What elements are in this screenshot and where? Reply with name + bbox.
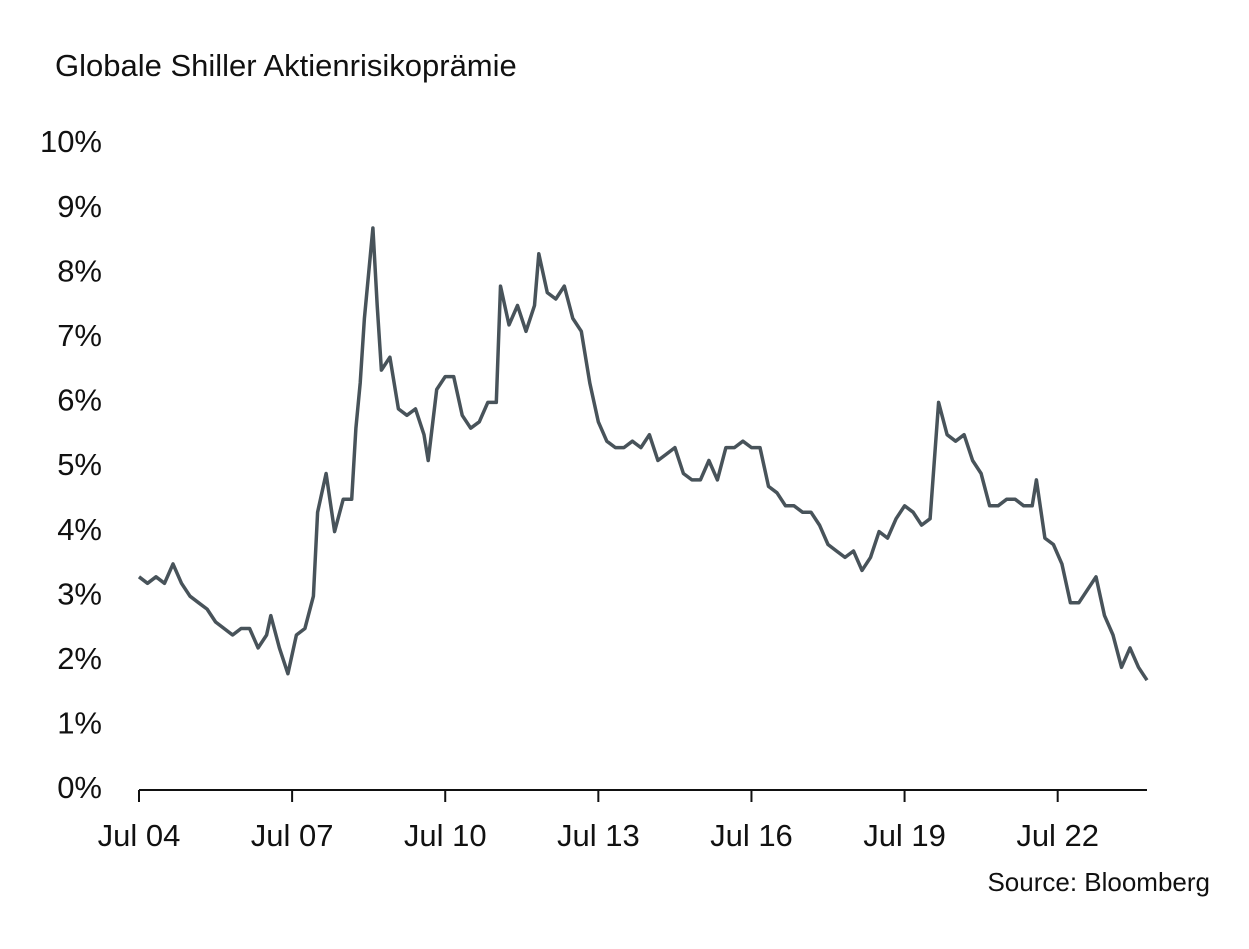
x-tick-label: Jul 10 bbox=[404, 818, 487, 853]
y-tick-label: 8% bbox=[57, 253, 102, 288]
line bbox=[137, 226, 1149, 682]
x-tick-label: Jul 22 bbox=[1016, 818, 1099, 853]
y-tick-label: 1% bbox=[57, 706, 102, 741]
y-tick-label: 5% bbox=[57, 447, 102, 482]
y-tick-label: 9% bbox=[57, 189, 102, 224]
x-tick-label: Jul 07 bbox=[251, 818, 334, 853]
chart-title: Globale Shiller Aktienrisikoprämie bbox=[55, 48, 517, 83]
source: Source: Bloomberg bbox=[987, 867, 1210, 897]
y-tick-label: 2% bbox=[57, 641, 102, 676]
x-tick-label: Jul 13 bbox=[557, 818, 640, 853]
x-tick-label: Jul 04 bbox=[98, 818, 181, 853]
y-tick-label: 0% bbox=[57, 770, 102, 805]
y-tick-label: 3% bbox=[57, 576, 102, 611]
x-tick-label: Jul 16 bbox=[710, 818, 793, 853]
y-tick-label: 6% bbox=[57, 383, 102, 418]
y-tick-label: 4% bbox=[57, 512, 102, 547]
x-tick-label: Jul 19 bbox=[863, 818, 946, 853]
y-tick-label: 10% bbox=[40, 124, 102, 159]
y-tick-label: 7% bbox=[57, 318, 102, 353]
